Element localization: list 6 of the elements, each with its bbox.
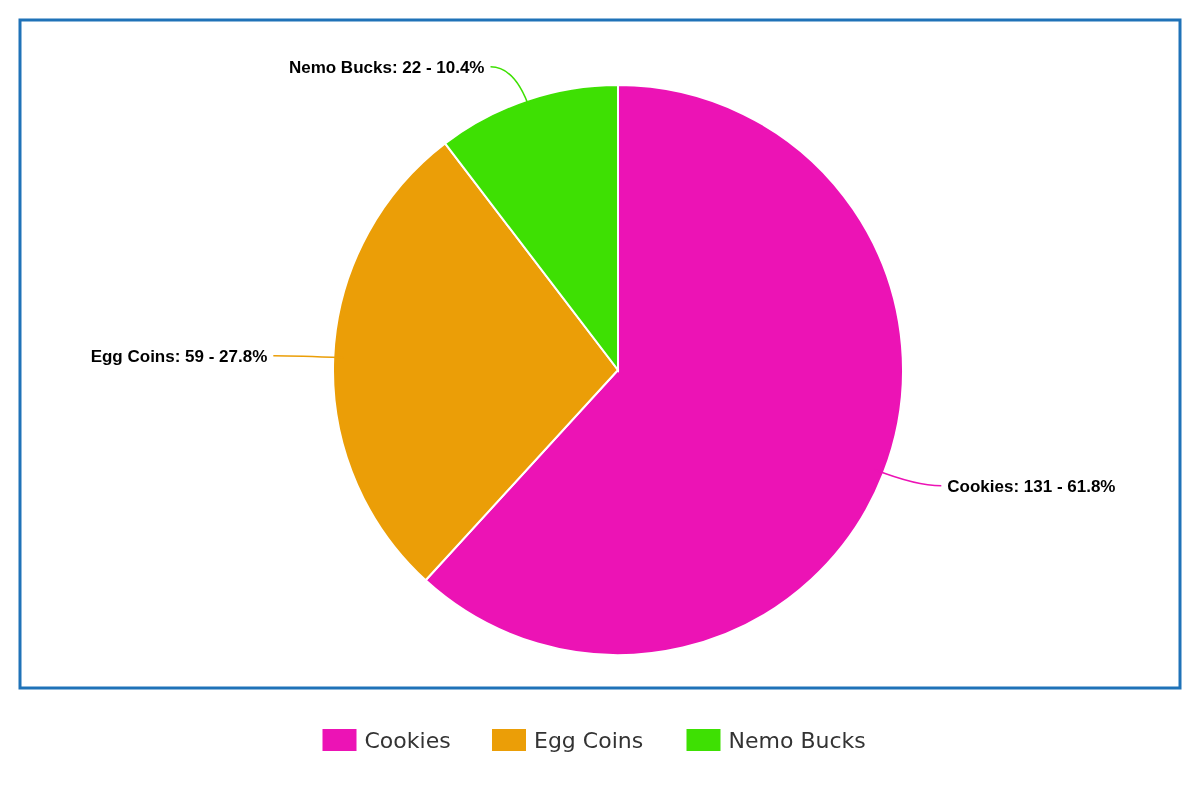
legend-label: Egg Coins [534, 727, 644, 753]
data-label: Nemo Bucks: 22 - 10.4% [288, 57, 485, 77]
data-label: Cookies: 131 - 61.8% [947, 476, 1116, 496]
legend-label: Nemo Bucks [728, 727, 866, 753]
legend-label: Cookies [364, 727, 451, 753]
data-label: Egg Coins: 59 - 27.8% [90, 346, 268, 366]
